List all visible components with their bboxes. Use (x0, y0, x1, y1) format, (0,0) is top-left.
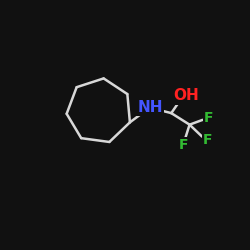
Text: OH: OH (173, 88, 199, 103)
Text: NH: NH (137, 100, 163, 115)
Text: F: F (179, 138, 188, 152)
Text: F: F (204, 111, 214, 125)
Text: F: F (203, 134, 212, 147)
